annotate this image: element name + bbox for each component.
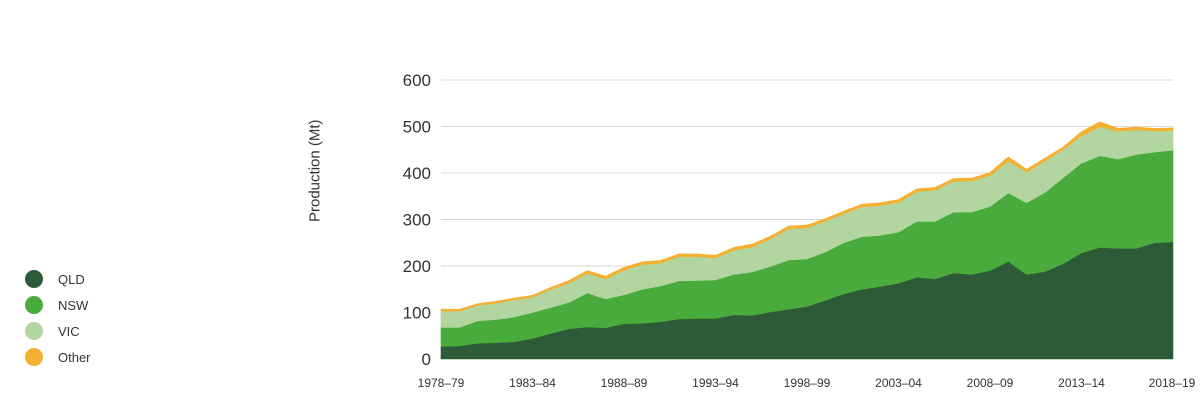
legend-label-nsw: NSW [58, 297, 89, 313]
legend-item-nsw[interactable]: NSW [25, 292, 91, 318]
legend-label-other: Other [58, 349, 91, 365]
legend-label-qld: QLD [58, 271, 85, 287]
x-tick-label: 2013–14 [1058, 376, 1105, 390]
y-tick-label: 0 [422, 350, 431, 369]
legend-item-vic[interactable]: VIC [25, 318, 91, 344]
x-tick-label: 2008–09 [967, 376, 1014, 390]
x-tick-label: 1978–79 [418, 376, 465, 390]
y-axis-title: Production (Mt) [306, 119, 324, 222]
legend-item-other[interactable]: Other [25, 344, 91, 370]
legend-swatch-vic [25, 322, 43, 340]
legend-item-qld[interactable]: QLD [25, 266, 91, 292]
y-axis-ticks: 0 100 200 300 400 500 600 [403, 71, 431, 369]
y-tick-label: 400 [403, 164, 431, 183]
y-tick-label: 100 [403, 304, 431, 323]
x-axis-ticks: 1978–79 1983–84 1988–89 1993–94 1998–99 2003–… [418, 376, 1196, 390]
x-tick-label: 1998–99 [784, 376, 831, 390]
area-series-other[interactable] [440, 121, 1174, 312]
y-tick-label: 500 [403, 118, 431, 137]
legend-swatch-qld [25, 270, 43, 288]
legend-swatch-nsw [25, 296, 43, 314]
x-tick-label: 1993–94 [692, 376, 739, 390]
legend-label-vic: VIC [58, 323, 80, 339]
area-series-group [440, 121, 1174, 360]
y-tick-label: 200 [403, 257, 431, 276]
legend-swatch-other [25, 348, 43, 366]
x-tick-label: 2003–04 [875, 376, 922, 390]
y-tick-label: 600 [403, 71, 431, 90]
legend: QLD NSW VIC Other [25, 266, 91, 370]
x-tick-label: 1988–89 [601, 376, 648, 390]
x-tick-label: 1983–84 [509, 376, 556, 390]
x-tick-label: 2018–19 [1149, 376, 1196, 390]
y-tick-label: 300 [403, 211, 431, 230]
